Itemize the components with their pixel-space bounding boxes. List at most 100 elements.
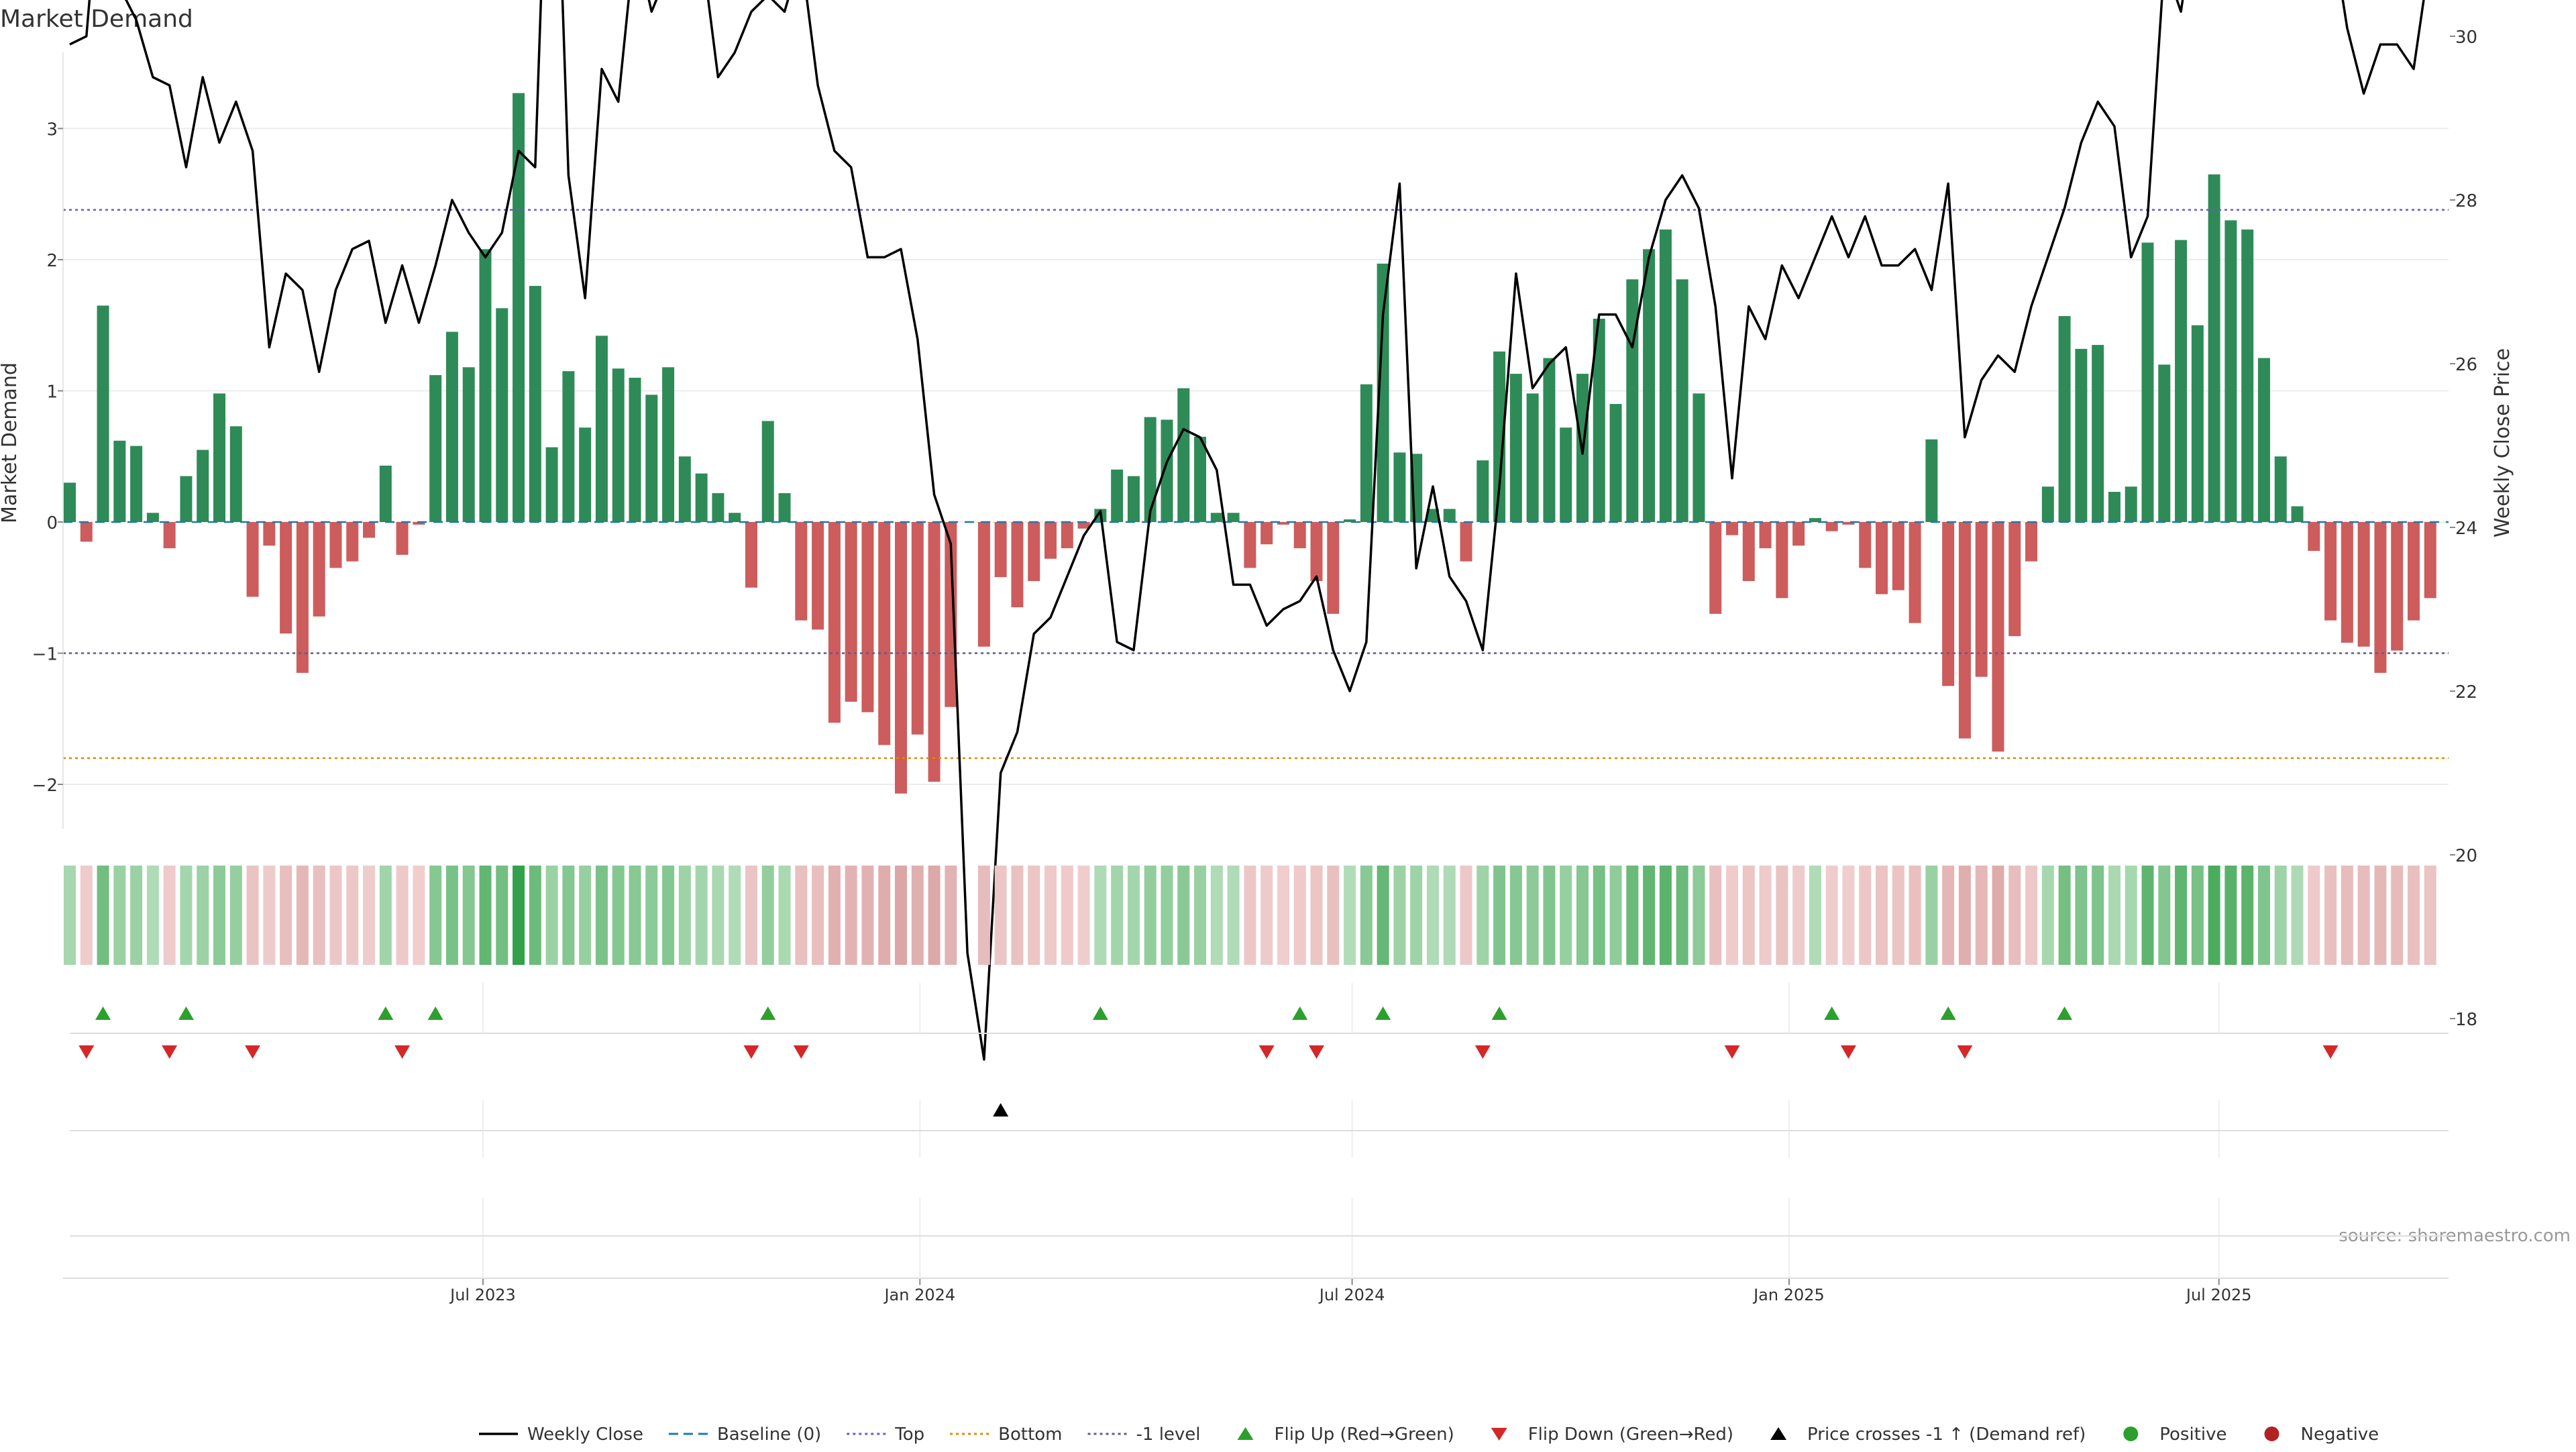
heat-cell [778,866,791,965]
demand-bar [1676,279,1688,522]
demand-bar [379,465,392,522]
demand-bar [2208,174,2220,522]
demand-bar [313,522,325,617]
heat-cell [1792,866,1805,965]
y2-tick-label: 26 [2455,355,2477,375]
demand-bar [662,367,675,522]
heat-cell [2374,866,2387,965]
legend-label: Top [894,1424,924,1445]
heat-cell [496,866,508,965]
demand-bar [429,375,442,522]
weekly-close-line [69,0,2425,1061]
heat-cell [1742,866,1755,965]
legend-item: Negative [2264,1424,2379,1445]
legend-swatch-triangle-up [1770,1427,1787,1440]
demand-bar [2092,345,2104,522]
heat-cell [180,866,193,965]
demand-bar [911,522,924,735]
heat-cell [363,866,376,965]
demand-bar [895,522,907,794]
heat-cell [678,866,691,965]
demand-bar [146,513,159,522]
heat-cell [2058,866,2071,965]
demand-bar [1227,513,1240,522]
demand-bar [513,93,525,523]
heat-cell [1709,866,1722,965]
demand-bar [1028,522,1040,581]
y-axis-label: Market Demand [0,362,21,523]
legend-label: Positive [2159,1424,2226,1445]
demand-bar [1859,522,1872,568]
demand-bar [1077,522,1090,529]
legend-label: -1 level [1136,1424,1201,1445]
demand-bar [80,522,93,542]
flip-down-marker [162,1045,178,1059]
demand-bar [1310,522,1323,581]
demand-bar [2191,325,2204,522]
demand-bar [2324,522,2337,621]
demand-bar [1161,419,1173,522]
demand-bar [1759,522,1772,549]
heat-cell [2224,866,2237,965]
heat-cell [2025,866,2038,965]
demand-bar [761,421,774,522]
y-tick-label: −1 [32,645,58,665]
legend-label: Bottom [998,1424,1062,1445]
demand-bar [1344,519,1356,522]
demand-bar [213,393,226,522]
heat-cell [895,866,907,965]
demand-bar [595,335,608,522]
demand-bar [1742,522,1755,581]
heat-cell [2208,866,2220,965]
heat-cell [64,866,76,965]
demand-bar [346,522,359,562]
demand-bar [479,249,492,522]
heat-cell [313,866,325,965]
marker-layer [78,1006,2339,1117]
heat-cell [928,866,941,965]
heat-cell [828,866,841,965]
heat-cell [429,866,442,965]
demand-bar [1909,522,1921,623]
demand-bar [1194,436,1207,522]
demand-bar [496,308,508,522]
demand-bar [1942,522,1955,686]
legend-item: Top [847,1424,924,1445]
demand-bar [1177,388,1190,522]
heat-cell [1310,866,1323,965]
flip-down-marker [793,1045,809,1059]
heat-cell [1177,866,1190,965]
demand-bar [1892,522,1904,590]
legend-label: Flip Down (Green→Red) [1528,1424,1733,1445]
demand-bar [2158,364,2171,522]
grid-layer [63,127,2449,1278]
heat-cell [662,866,675,965]
heat-cell [629,866,641,965]
heat-cell [845,866,857,965]
heat-cell [2341,866,2353,965]
demand-bar [1958,522,1971,739]
heat-cell [1693,866,1705,965]
heat-cell [263,866,276,965]
demand-bar [545,447,558,522]
demand-bar [1609,404,1622,522]
x-tick-label: Jul 2025 [2185,1286,2252,1304]
demand-bar [2141,242,2154,522]
heat-cell [2391,866,2404,965]
bar-layer [64,93,2436,794]
heat-cell [280,866,292,965]
heat-cell [1344,866,1356,965]
heat-cell [695,866,708,965]
demand-bar [1210,513,1223,522]
heat-cell [97,866,109,965]
demand-bar [579,427,592,522]
legend-swatch-triangle-down [1491,1428,1507,1441]
heat-cell [761,866,774,965]
flip-up-marker [95,1006,111,1020]
heat-cell [2357,866,2370,965]
heat-cell [1526,866,1539,965]
demand-bar [296,522,309,673]
heat-cell [2291,866,2304,965]
x-tick-label: Jan 2025 [1752,1286,1825,1304]
